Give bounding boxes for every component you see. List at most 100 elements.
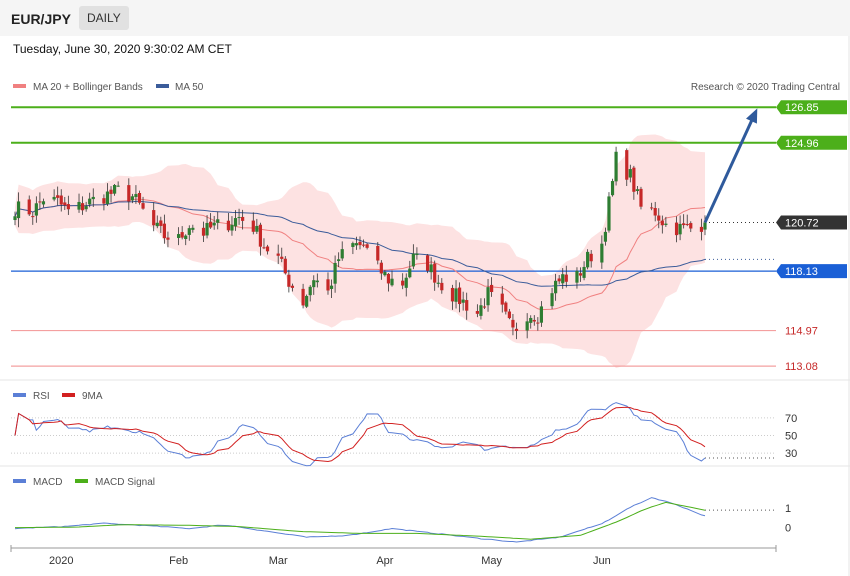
- candle-body: [191, 227, 195, 230]
- candle-body: [703, 222, 707, 230]
- candle: [241, 209, 245, 230]
- candle: [265, 244, 270, 255]
- candle-body: [354, 243, 359, 246]
- candle: [607, 192, 611, 233]
- candle: [554, 273, 558, 301]
- candle-body: [276, 253, 280, 256]
- legend-swatch-macd: [13, 479, 26, 483]
- candle-body: [586, 251, 590, 268]
- x-axis-label: Apr: [376, 555, 393, 567]
- candle: [482, 298, 487, 309]
- candle-body: [84, 206, 88, 210]
- candle: [290, 283, 295, 292]
- legend-ma50: MA 50: [175, 82, 204, 93]
- candle-body: [578, 273, 583, 276]
- candle: [152, 202, 156, 232]
- legend-swatch-ma20: [13, 84, 26, 88]
- x-axis-label: Mar: [269, 555, 288, 567]
- candle-body: [280, 256, 284, 259]
- candle-body: [610, 181, 615, 196]
- candle-body: [454, 288, 458, 302]
- x-axis-label: 2020: [49, 555, 73, 567]
- candle-body: [209, 221, 213, 228]
- candle: [383, 269, 387, 277]
- candle-body: [237, 217, 241, 219]
- candle-body: [475, 311, 479, 314]
- candle: [276, 244, 280, 265]
- candle-body: [102, 198, 106, 204]
- candle-body: [251, 220, 255, 232]
- candle-body: [308, 286, 312, 296]
- candle-body: [41, 201, 46, 205]
- price-level-tag: [776, 135, 847, 150]
- candle-body: [699, 226, 704, 232]
- candle: [489, 277, 494, 297]
- candle: [653, 201, 657, 222]
- candle: [699, 218, 704, 241]
- candle: [326, 272, 330, 295]
- legend-macd: MACD: [33, 477, 62, 488]
- candle-body: [465, 300, 469, 311]
- candle: [603, 227, 608, 246]
- copyright: Research © 2020 Trading Central: [691, 82, 840, 93]
- candle-body: [379, 262, 383, 274]
- candle: [34, 196, 38, 223]
- candle-body: [56, 195, 60, 198]
- candle-body: [529, 317, 533, 323]
- candle-body: [59, 195, 63, 205]
- candle-body: [575, 270, 579, 283]
- candle: [84, 201, 88, 212]
- candle-body: [63, 202, 67, 206]
- legend-rsi: RSI: [33, 391, 50, 402]
- candle: [550, 288, 554, 310]
- candle: [216, 211, 220, 230]
- candle-body: [664, 223, 668, 225]
- candle-body: [80, 203, 85, 211]
- candle-body: [554, 280, 558, 294]
- candle-body: [674, 222, 679, 236]
- candle: [361, 239, 366, 248]
- candle: [333, 255, 337, 293]
- candle: [16, 192, 21, 228]
- candle: [614, 146, 618, 186]
- candle: [575, 267, 579, 289]
- candle: [457, 282, 462, 313]
- candle-body: [607, 196, 611, 231]
- candle: [137, 190, 142, 205]
- candle: [187, 225, 191, 241]
- candle: [337, 252, 341, 268]
- candle-body: [507, 311, 511, 319]
- candle-body: [639, 188, 643, 207]
- candle-body: [77, 201, 81, 210]
- candle: [351, 241, 355, 255]
- candle-body: [326, 279, 330, 291]
- timeframe-badge[interactable]: DAILY: [79, 6, 129, 30]
- candle-body: [130, 196, 134, 201]
- candle-body: [401, 280, 405, 286]
- candle: [230, 216, 234, 236]
- candle-body: [141, 203, 145, 209]
- candle-body: [358, 241, 362, 246]
- candle: [41, 198, 46, 208]
- candle-body: [482, 306, 487, 308]
- candle: [539, 301, 543, 327]
- legend-ma20: MA 20 + Bollinger Bands: [33, 82, 143, 93]
- candle-body: [500, 293, 504, 305]
- candle-body: [312, 280, 316, 288]
- candle: [280, 247, 284, 263]
- candle-body: [31, 216, 35, 218]
- price-level-label: 126.85: [785, 102, 819, 114]
- candle-body: [159, 220, 163, 226]
- x-axis-label: Feb: [169, 555, 188, 567]
- candle-body: [433, 263, 437, 283]
- candle-body: [66, 204, 70, 210]
- candle: [155, 215, 159, 229]
- candle-body: [340, 249, 344, 259]
- candle-body: [479, 305, 483, 316]
- candle-body: [386, 273, 391, 284]
- candle: [177, 227, 181, 246]
- candle: [162, 214, 166, 244]
- price-level-label: 118.13: [785, 266, 818, 278]
- candle: [557, 275, 561, 285]
- macd-tick-label: 1: [785, 503, 791, 515]
